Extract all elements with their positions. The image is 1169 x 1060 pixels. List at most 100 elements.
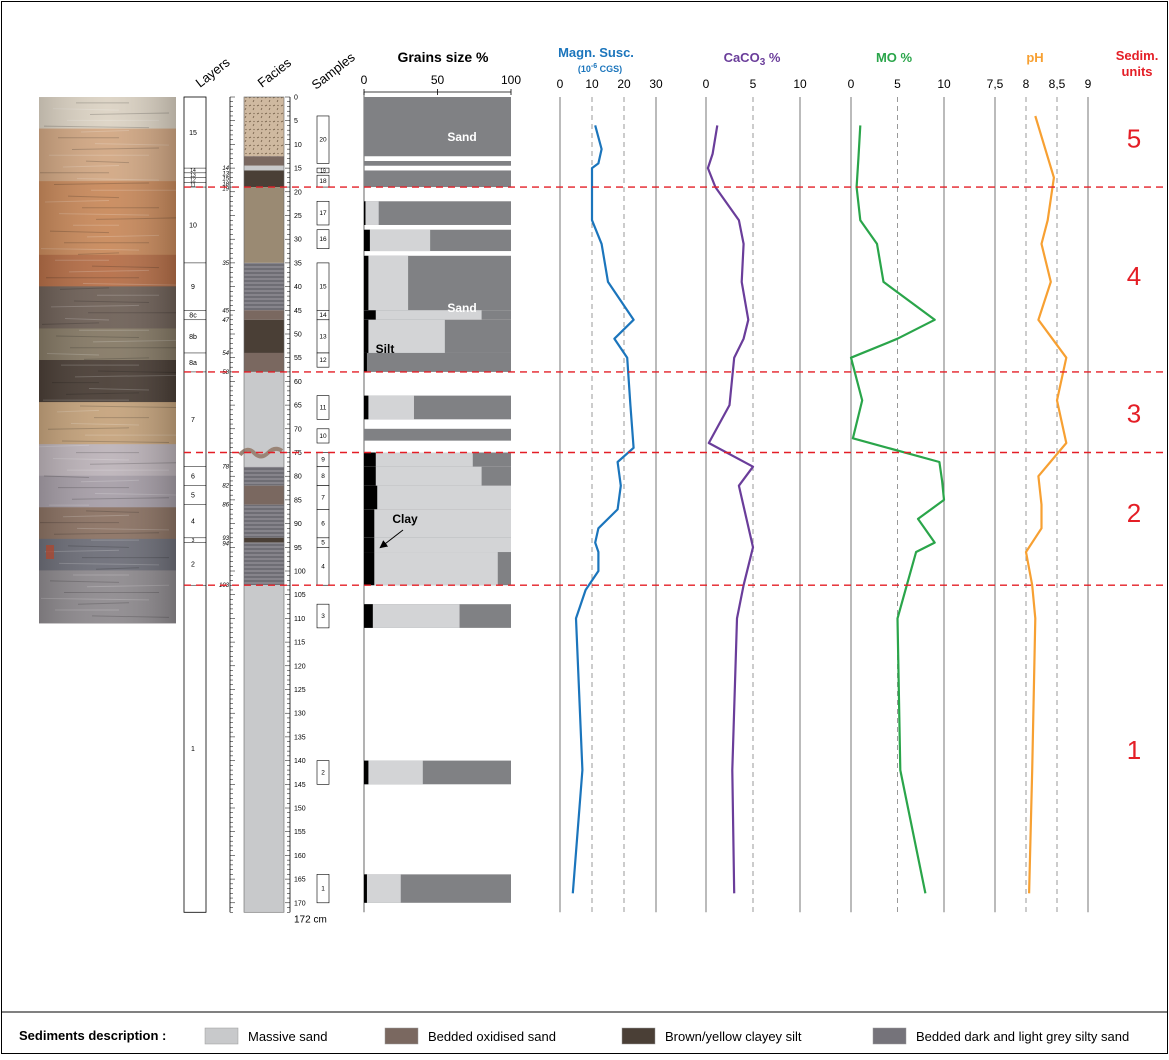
sample-label: 16 [319, 236, 327, 243]
grain-bar-clay [364, 537, 375, 553]
grain-bar-silt [364, 229, 431, 252]
grain-annotation-silt: Silt [376, 342, 395, 356]
facies-bedded_oxidised_sand [244, 156, 284, 166]
layer-label: 5 [191, 493, 195, 500]
caco3-tick-label: 5 [750, 77, 757, 91]
grain-bar-silt [364, 319, 445, 353]
depth-label: 100 [294, 569, 306, 576]
ph-tick-label: 8 [1023, 77, 1030, 91]
sample-label: 15 [319, 284, 327, 291]
facies-column [238, 96, 285, 913]
sample-box [316, 352, 330, 368]
panel-mo: 0 5 10 [848, 77, 951, 913]
layer-label: 15 [189, 130, 197, 137]
magn-susc-tick-label: 30 [649, 77, 663, 91]
grain-bar-silt [364, 310, 482, 320]
sample-label: 2 [321, 769, 325, 776]
grain-bar-silt [364, 452, 473, 467]
outcrop-photo [38, 95, 177, 624]
mo-series-line [849, 125, 946, 894]
layer-label: 8b [189, 334, 197, 341]
grain-bar-silt [364, 604, 460, 628]
legend-label: Massive sand [248, 1029, 327, 1044]
depth-label: 20 [294, 189, 302, 196]
depth-label: 125 [294, 687, 306, 694]
sample-box [316, 200, 330, 226]
legend-title: Sediments description : [19, 1028, 166, 1043]
depth-label: 85 [294, 497, 302, 504]
caco3-tick-label: 10 [793, 77, 807, 91]
depth-label: 40 [294, 284, 302, 291]
sample-label: 11 [320, 404, 327, 411]
panel-magn-susc: 0 10 20 30 [557, 77, 663, 913]
clay-arrow [379, 529, 404, 549]
depth-label: 130 [294, 711, 306, 718]
sample-label: 10 [319, 433, 327, 440]
depth-label: 10 [294, 142, 302, 149]
sample-label: 17 [319, 210, 327, 217]
caco3-tick-label: 0 [703, 77, 710, 91]
grain-bar-clay [364, 452, 376, 467]
legend-swatch-massive_sand [204, 1027, 239, 1045]
sample-label: 20 [319, 137, 327, 144]
depth-label: 95 [294, 545, 302, 552]
sediment-legend: Sediments description : Massive sand Bedd… [19, 1027, 1129, 1045]
grain-bar-clay [364, 509, 375, 538]
facies-header: Facies [255, 55, 295, 91]
sample-label: 19 [320, 168, 326, 174]
grain-bar-clay [364, 466, 376, 486]
grain-bar-clay [364, 395, 369, 420]
mo-title: MO % [876, 50, 913, 65]
depth-label: 105 [294, 592, 306, 599]
layer-label: 11 [190, 182, 195, 188]
facies-bedded_grey_silty_sand [244, 542, 284, 586]
depth-axis: 0510152025303540455055606570758085909510… [229, 95, 327, 925]
facies-bedded_grey_silty_sand [244, 262, 284, 311]
layer-label: 9 [191, 284, 195, 291]
grain-bar-clay [364, 874, 367, 903]
layer-label: 3 [192, 538, 195, 544]
units-title-line1: Sedim. [1116, 48, 1159, 63]
depth-label: 150 [294, 806, 306, 813]
sample-label: 12 [319, 357, 327, 364]
depth-label: 90 [294, 521, 302, 528]
unit-label: 4 [1127, 261, 1141, 291]
facies-bedded_oxidised_sand [244, 485, 284, 505]
grain-bar-silt [364, 395, 414, 420]
layer-boundary-label: 82 [222, 484, 229, 490]
facies-frame [243, 96, 285, 913]
grain-bar-sand [364, 170, 511, 188]
facies-bedded_grey_silty_sand [244, 466, 284, 486]
grain-bar-clay [364, 352, 367, 372]
ph-title: pH [1026, 50, 1043, 65]
sedimentary-unit-labels: 5 4 3 2 1 [1127, 124, 1141, 765]
layer-boundary-label: 13 [222, 171, 229, 177]
grain-bar-clay [364, 760, 369, 785]
legend-label: Bedded dark and light grey silty sand [916, 1029, 1129, 1044]
layer-boundary-label: 45 [222, 308, 229, 314]
layer-boundary-label: 78 [222, 465, 229, 471]
layer-label: 12 [190, 178, 196, 184]
grain-bar-silt [364, 255, 409, 311]
panel-caco3: 0 5 10 [703, 77, 807, 913]
depth-label: 75 [294, 450, 302, 457]
magn-susc-tick-label: 0 [557, 77, 564, 91]
layer-boundary-label: 94 [222, 542, 229, 548]
sample-box [316, 428, 330, 444]
grain-bar-clay [364, 552, 375, 586]
depth-label: 70 [294, 426, 302, 433]
depth-label: 30 [294, 237, 302, 244]
depth-label: 165 [294, 877, 306, 884]
sample-box [316, 874, 330, 904]
grain-bar-clay [364, 485, 378, 510]
grain-annotation-sand-mid: Sand [447, 301, 476, 315]
depth-label: 170 [294, 900, 306, 907]
sample-box [316, 603, 330, 629]
layer-boundary-label: 58 [222, 370, 229, 376]
sample-label: 4 [321, 563, 325, 570]
depth-label: 145 [294, 782, 306, 789]
ph-series-line [1024, 115, 1068, 894]
